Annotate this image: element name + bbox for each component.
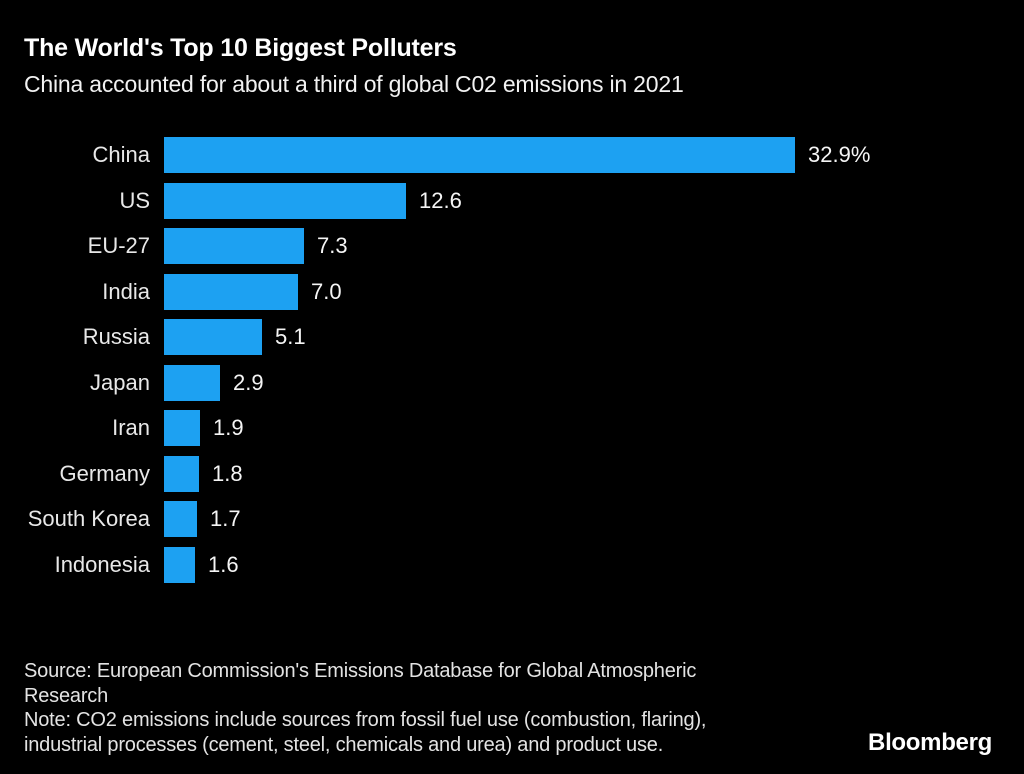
bar-row: Russia 5.1 <box>24 319 1000 355</box>
bar-row: Indonesia 1.6 <box>24 546 1000 583</box>
value-label: 5.1 <box>275 324 306 349</box>
chart-subtitle: China accounted for about a third of glo… <box>24 71 684 97</box>
bar-track: 1.8 <box>164 455 1000 492</box>
value-label: 12.6 <box>419 187 462 213</box>
source-note-line-1: Source: European Commission's Emissions … <box>24 660 697 682</box>
value-label: 1.7 <box>210 506 241 531</box>
bar <box>164 546 195 583</box>
value-label: 1.8 <box>212 460 243 486</box>
source-note-line-2: Research <box>24 684 108 707</box>
category-label: Germany <box>59 460 150 486</box>
bar-track: 2.9 <box>164 364 1000 401</box>
bar-track: 1.9 <box>164 410 1000 446</box>
bar-row: Japan 2.9 <box>24 364 1000 401</box>
bar <box>164 410 200 446</box>
value-label: 1.9 <box>213 415 244 440</box>
bar <box>164 319 262 355</box>
value-label: 1.6 <box>208 551 239 577</box>
category-label: Iran <box>112 415 150 440</box>
bar-row: Iran 1.9 <box>24 410 1000 446</box>
bar-track: 1.6 <box>164 546 1000 583</box>
bar-track: 7.0 <box>164 273 1000 310</box>
chart-title: The World's Top 10 Biggest Polluters <box>24 34 457 62</box>
bar-track: 7.3 <box>164 228 1000 264</box>
category-label: China <box>92 142 150 167</box>
category-label: US <box>119 187 150 213</box>
category-label: EU-27 <box>87 233 150 258</box>
bar-row: Germany 1.8 <box>24 455 1000 492</box>
bar-row: EU-27 7.3 <box>24 228 1000 264</box>
bar-row: India 7.0 <box>24 273 1000 310</box>
bloomberg-logo: Bloomberg <box>868 729 992 756</box>
bar-track: 5.1 <box>164 319 1000 355</box>
bar-row: South Korea 1.7 <box>24 501 1000 537</box>
bar-track: 12.6 <box>164 182 1000 219</box>
bar <box>164 364 220 401</box>
value-label: 7.0 <box>311 278 342 304</box>
bar <box>164 455 199 492</box>
bar <box>164 501 197 537</box>
footer-notes: Source: European Commission's Emissions … <box>24 659 824 757</box>
bar <box>164 182 406 219</box>
category-label: India <box>102 278 150 304</box>
value-label: 32.9% <box>808 142 871 167</box>
bar <box>164 137 795 173</box>
bar-row: China 32.9% <box>24 137 1000 173</box>
methodology-note-line-2: industrial processes (cement, steel, che… <box>24 733 664 756</box>
methodology-note-line-1: Note: CO2 emissions include sources from… <box>24 709 707 731</box>
bar <box>164 228 304 264</box>
value-label: 7.3 <box>317 233 348 258</box>
bar-chart: China 32.9% US 12.6 EU-27 7.3 India 7.0 Russia 5.… <box>24 137 1000 583</box>
category-label: Russia <box>82 324 150 349</box>
bar-track: 32.9% <box>164 137 1000 173</box>
category-label: Indonesia <box>54 551 150 577</box>
category-label: Japan <box>90 369 150 395</box>
value-label: 2.9 <box>233 369 264 395</box>
bar-row: US 12.6 <box>24 182 1000 219</box>
bar <box>164 273 298 310</box>
category-label: South Korea <box>27 506 150 531</box>
bar-track: 1.7 <box>164 501 1000 537</box>
